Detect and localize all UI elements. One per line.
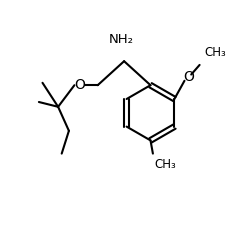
Text: CH₃: CH₃ xyxy=(154,158,176,171)
Text: O: O xyxy=(74,78,85,92)
Text: CH₃: CH₃ xyxy=(204,46,226,59)
Text: O: O xyxy=(183,70,194,84)
Text: NH₂: NH₂ xyxy=(109,33,134,46)
